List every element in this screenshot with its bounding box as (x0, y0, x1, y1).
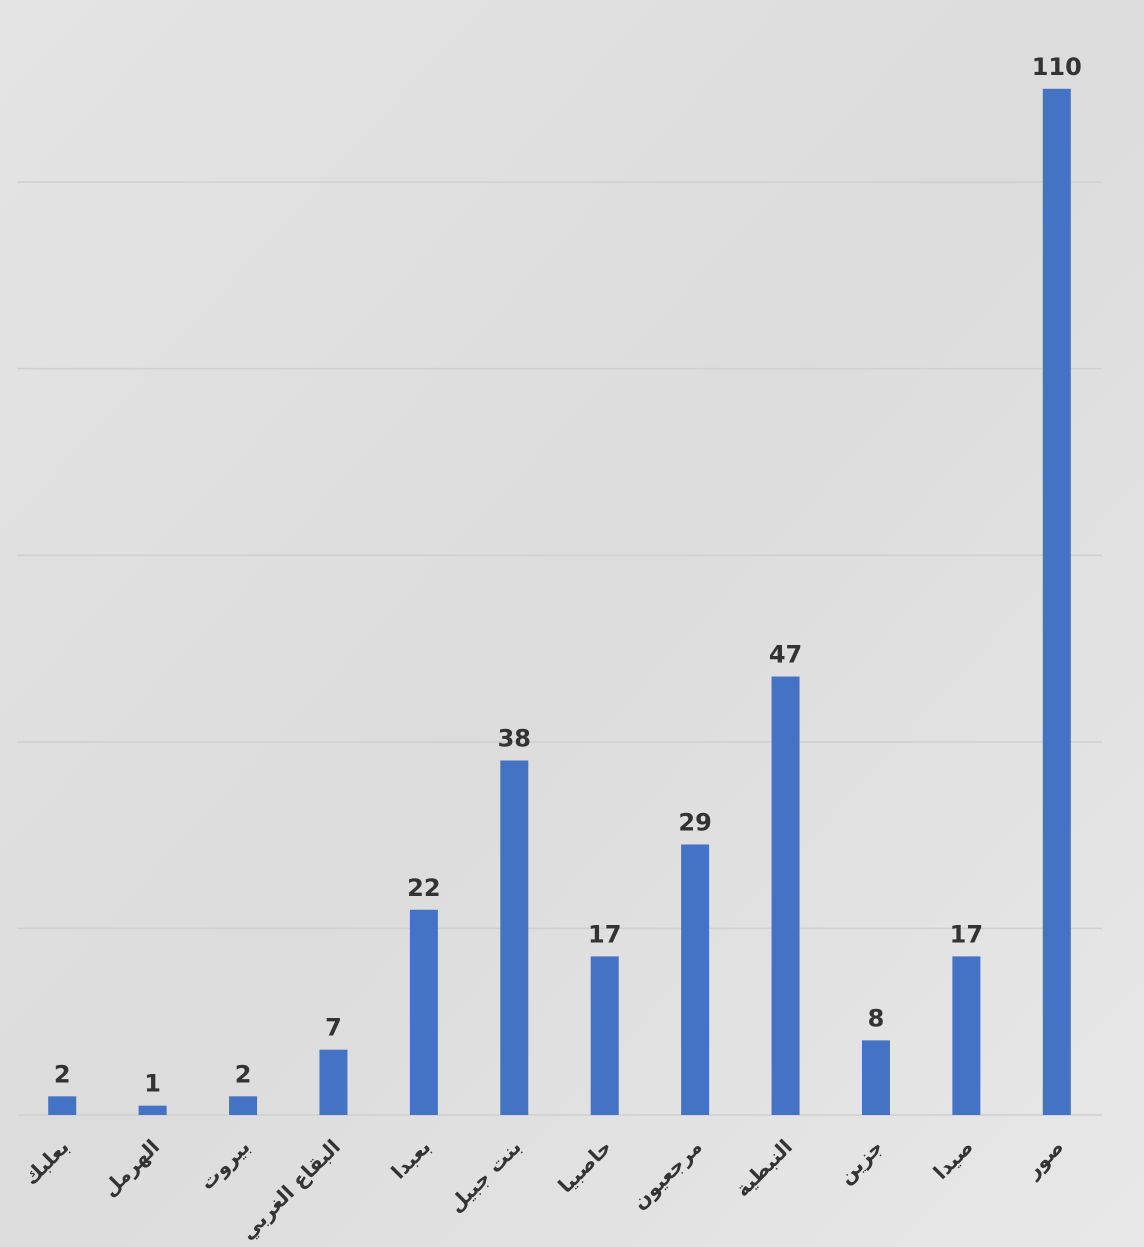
bar (1043, 89, 1071, 1115)
bar (410, 910, 438, 1115)
value-label: 2 (235, 1060, 252, 1088)
bar (48, 1096, 76, 1115)
bar (139, 1106, 167, 1115)
value-label: 38 (498, 724, 531, 752)
page: 2بعلبك1الهرمل2بيروت7البقاع الغربي22بعبدا… (0, 0, 1144, 1247)
bar (500, 760, 528, 1115)
bar (229, 1096, 257, 1115)
bar (862, 1040, 890, 1115)
value-label: 29 (678, 808, 711, 836)
bar (681, 844, 709, 1115)
value-label: 17 (588, 920, 621, 948)
value-label: 17 (950, 920, 983, 948)
bar (772, 677, 800, 1115)
value-label: 22 (407, 874, 440, 902)
value-label: 47 (769, 641, 802, 669)
value-label: 2 (54, 1060, 71, 1088)
value-label: 1 (144, 1070, 161, 1098)
chart: 2بعلبك1الهرمل2بيروت7البقاع الغربي22بعبدا… (0, 0, 1144, 1247)
value-label: 110 (1032, 53, 1082, 81)
bar (591, 956, 619, 1115)
bar (952, 956, 980, 1115)
bar (319, 1050, 347, 1115)
value-label: 7 (325, 1014, 342, 1042)
value-label: 8 (868, 1004, 885, 1032)
